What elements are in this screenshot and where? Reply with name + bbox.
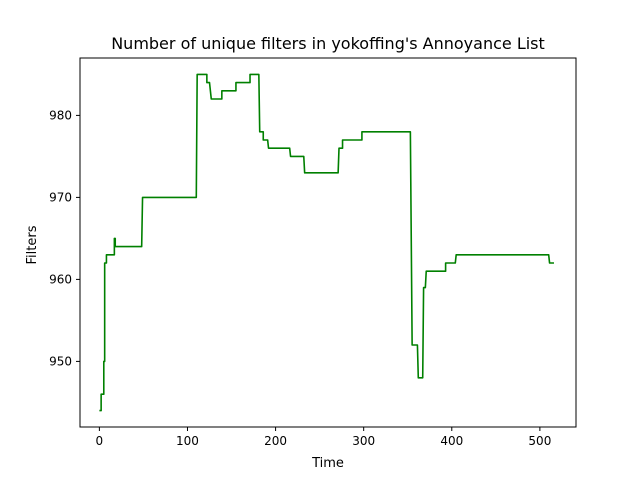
plot-area bbox=[80, 58, 576, 427]
x-tick-label: 0 bbox=[96, 434, 104, 448]
y-tick-label: 970 bbox=[49, 190, 72, 204]
x-tick-label: 100 bbox=[176, 434, 199, 448]
x-axis-label: Time bbox=[311, 456, 344, 471]
x-axis-ticks: 0 100 200 300 400 500 bbox=[96, 427, 551, 448]
series-layer bbox=[99, 73, 554, 412]
x-tick-label: 400 bbox=[440, 434, 463, 448]
x-tick-label: 500 bbox=[528, 434, 551, 448]
x-tick-label: 300 bbox=[352, 434, 375, 448]
y-axis-ticks: 950 960 970 980 bbox=[49, 108, 80, 368]
y-tick-label: 980 bbox=[49, 108, 72, 122]
plot-frame bbox=[79, 57, 577, 428]
series-line-0 bbox=[99, 73, 554, 412]
y-tick-label: 960 bbox=[49, 272, 72, 286]
y-axis-label: Filters bbox=[25, 225, 40, 264]
y-tick-label: 950 bbox=[49, 354, 72, 368]
x-tick-label: 200 bbox=[264, 434, 287, 448]
chart-title: Number of unique filters in yokoffing's … bbox=[111, 34, 545, 53]
